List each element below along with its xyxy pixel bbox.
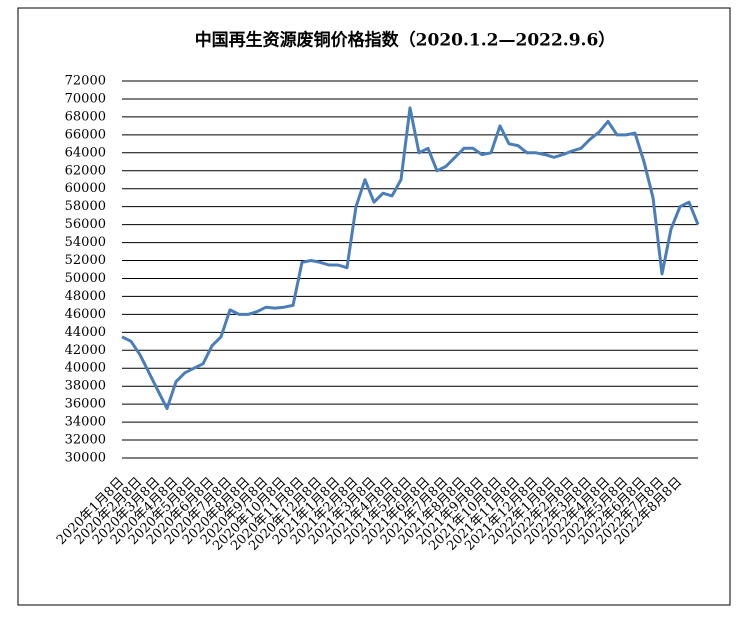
y-tick-label: 42000 [65, 343, 106, 358]
y-tick-label: 44000 [65, 325, 106, 340]
y-tick-label: 56000 [65, 217, 106, 232]
y-tick-label: 50000 [65, 271, 106, 286]
y-tick-label: 60000 [65, 181, 106, 196]
y-tick-label: 64000 [65, 145, 106, 160]
y-tick-label: 54000 [65, 235, 106, 250]
data-line [121, 106, 700, 411]
y-tick-label: 34000 [65, 415, 106, 430]
y-tick-label: 40000 [65, 361, 106, 376]
y-tick-label: 66000 [65, 127, 106, 142]
y-tick-label: 70000 [65, 91, 106, 106]
y-tick-label: 52000 [65, 253, 106, 268]
y-tick-label: 46000 [65, 307, 106, 322]
chart-frame [17, 7, 731, 606]
y-tick-label: 48000 [65, 289, 106, 304]
y-tick-label: 58000 [65, 199, 106, 214]
chart-title: 中国再生资源废铜价格指数（2020.1.2—2022.9.6） [195, 30, 616, 51]
y-tick-label: 62000 [65, 163, 106, 178]
y-tick-label: 38000 [65, 379, 106, 394]
y-tick-label: 32000 [65, 433, 106, 448]
y-tick-label: 68000 [65, 109, 106, 124]
y-tick-label: 72000 [65, 74, 106, 89]
y-tick-label: 36000 [65, 397, 106, 412]
y-tick-label: 30000 [65, 451, 106, 466]
